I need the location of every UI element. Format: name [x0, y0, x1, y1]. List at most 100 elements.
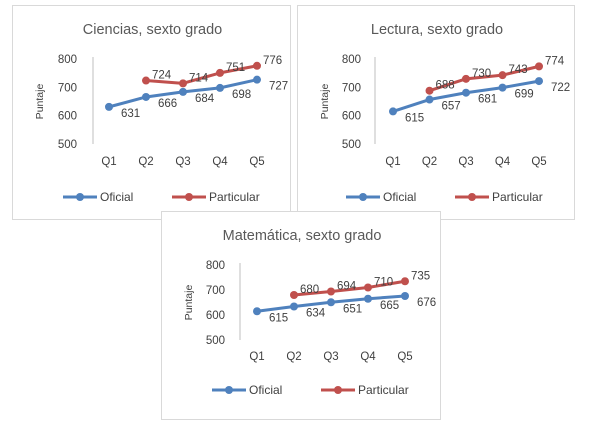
- data-point-oficial: [216, 83, 224, 92]
- data-point-oficial: [327, 298, 335, 307]
- legend-marker-particular: [185, 193, 193, 201]
- data-label-particular: 694: [337, 281, 357, 293]
- data-label-oficial: 615: [405, 112, 424, 124]
- data-label-particular: 751: [226, 62, 245, 74]
- data-label-oficial: 684: [195, 93, 215, 105]
- data-label-particular: 710: [374, 277, 393, 289]
- data-point-oficial: [462, 88, 470, 97]
- chart-lectura-svg: Lectura, sexto grado 500 600 700 800 Puntaje Q…: [319, 22, 570, 204]
- data-point-oficial: [253, 75, 261, 84]
- data-point-oficial: [498, 83, 507, 92]
- legend-marker-particular: [334, 386, 342, 394]
- data-label-particular: 680: [300, 284, 319, 296]
- x-tick-label: Q2: [286, 351, 301, 363]
- y-tick-label: 600: [206, 310, 225, 322]
- data-point-oficial: [425, 95, 434, 104]
- y-tick-label: 800: [342, 54, 361, 66]
- chart-title: Lectura, sexto grado: [371, 22, 503, 38]
- x-tick-label: Q1: [249, 351, 264, 363]
- data-label-oficial: 699: [515, 89, 534, 101]
- x-tick-label: Q3: [458, 156, 473, 168]
- series-line-particular: [293, 279, 406, 297]
- legend-marker-oficial: [359, 193, 367, 201]
- y-axis-title: Puntaje: [34, 84, 46, 120]
- x-tick-label: Q5: [397, 351, 412, 363]
- data-label-particular: 724: [152, 70, 172, 82]
- data-point-particular: [425, 86, 434, 95]
- data-label-oficial: 657: [442, 101, 461, 113]
- data-point-particular: [364, 283, 372, 292]
- data-point-particular: [253, 61, 261, 70]
- y-tick-label: 600: [58, 111, 77, 123]
- legend-label-particular: Particular: [358, 383, 409, 397]
- y-tick-label: 500: [58, 139, 77, 151]
- x-tick-label: Q1: [385, 156, 400, 168]
- data-label-oficial: 727: [269, 81, 288, 93]
- legend-label-particular: Particular: [209, 190, 260, 204]
- chart-title: Ciencias, sexto grado: [83, 22, 222, 38]
- data-label-particular: 735: [411, 270, 430, 282]
- data-label-particular: 714: [189, 72, 209, 84]
- y-axis-title: Puntaje: [319, 84, 331, 120]
- x-tick-label: Q2: [422, 156, 437, 168]
- chart-matematica-svg: Matemática, sexto grado 500 600 700 800 Punta…: [183, 228, 436, 397]
- x-tick-label: Q1: [101, 156, 116, 168]
- data-label-oficial: 665: [380, 300, 399, 312]
- data-point-particular: [498, 71, 507, 80]
- x-tick-label: Q4: [212, 156, 228, 168]
- data-point-particular: [216, 68, 224, 77]
- legend-label-particular: Particular: [492, 190, 543, 204]
- chart-title: Matemática, sexto grado: [223, 228, 382, 244]
- data-label-oficial: 666: [158, 98, 177, 110]
- legend-label-oficial: Oficial: [383, 190, 416, 204]
- legend-marker-oficial: [76, 193, 84, 201]
- data-point-oficial: [535, 77, 543, 86]
- x-tick-label: Q3: [175, 156, 190, 168]
- data-point-particular: [327, 287, 335, 296]
- chart-panel-ciencias: Ciencias, sexto grado 500 600 700 800 Puntaje…: [12, 5, 291, 220]
- data-point-oficial: [364, 294, 372, 303]
- y-tick-label: 700: [58, 82, 77, 94]
- data-point-oficial: [179, 87, 187, 96]
- y-tick-label: 800: [58, 54, 77, 66]
- data-point-particular: [401, 277, 409, 286]
- data-label-particular: 730: [472, 68, 491, 80]
- data-point-particular: [179, 79, 187, 88]
- data-label-particular: 688: [436, 80, 455, 92]
- data-label-oficial: 631: [121, 108, 140, 120]
- data-point-oficial: [105, 102, 113, 111]
- chart-panel-matematica: Matemática, sexto grado 500 600 700 800 Punta…: [161, 211, 441, 420]
- y-tick-label: 600: [342, 111, 361, 123]
- data-point-particular: [462, 74, 470, 83]
- data-label-oficial: 698: [232, 89, 251, 101]
- y-tick-label: 500: [342, 139, 361, 151]
- y-tick-label: 700: [342, 82, 361, 94]
- data-label-particular: 774: [545, 55, 565, 67]
- data-label-oficial: 676: [417, 297, 436, 309]
- y-tick-label: 800: [206, 260, 225, 272]
- x-tick-label: Q5: [531, 156, 546, 168]
- y-axis-title: Puntaje: [183, 285, 195, 321]
- legend-label-oficial: Oficial: [100, 190, 133, 204]
- data-label-particular: 776: [263, 55, 282, 67]
- series-line-particular: [145, 64, 258, 85]
- data-point-oficial: [389, 107, 397, 116]
- data-label-oficial: 651: [343, 303, 362, 315]
- legend-marker-oficial: [225, 386, 233, 394]
- y-tick-label: 700: [206, 285, 225, 297]
- chart-ciencias-svg: Ciencias, sexto grado 500 600 700 800 Puntaje…: [34, 22, 288, 204]
- chart-panel-lectura: Lectura, sexto grado 500 600 700 800 Puntaje Q…: [297, 5, 575, 220]
- data-point-oficial: [401, 292, 409, 300]
- data-label-oficial: 634: [306, 308, 326, 320]
- data-point-particular: [290, 291, 298, 299]
- data-label-oficial: 615: [269, 312, 288, 324]
- x-tick-label: Q5: [249, 156, 264, 168]
- x-tick-label: Q4: [360, 351, 376, 363]
- data-point-oficial: [253, 307, 261, 316]
- legend-label-oficial: Oficial: [249, 383, 282, 397]
- x-tick-label: Q4: [495, 156, 511, 168]
- legend-marker-particular: [468, 193, 476, 201]
- data-point-oficial: [142, 92, 150, 101]
- data-label-oficial: 681: [478, 94, 497, 106]
- series-line-particular: [429, 64, 540, 93]
